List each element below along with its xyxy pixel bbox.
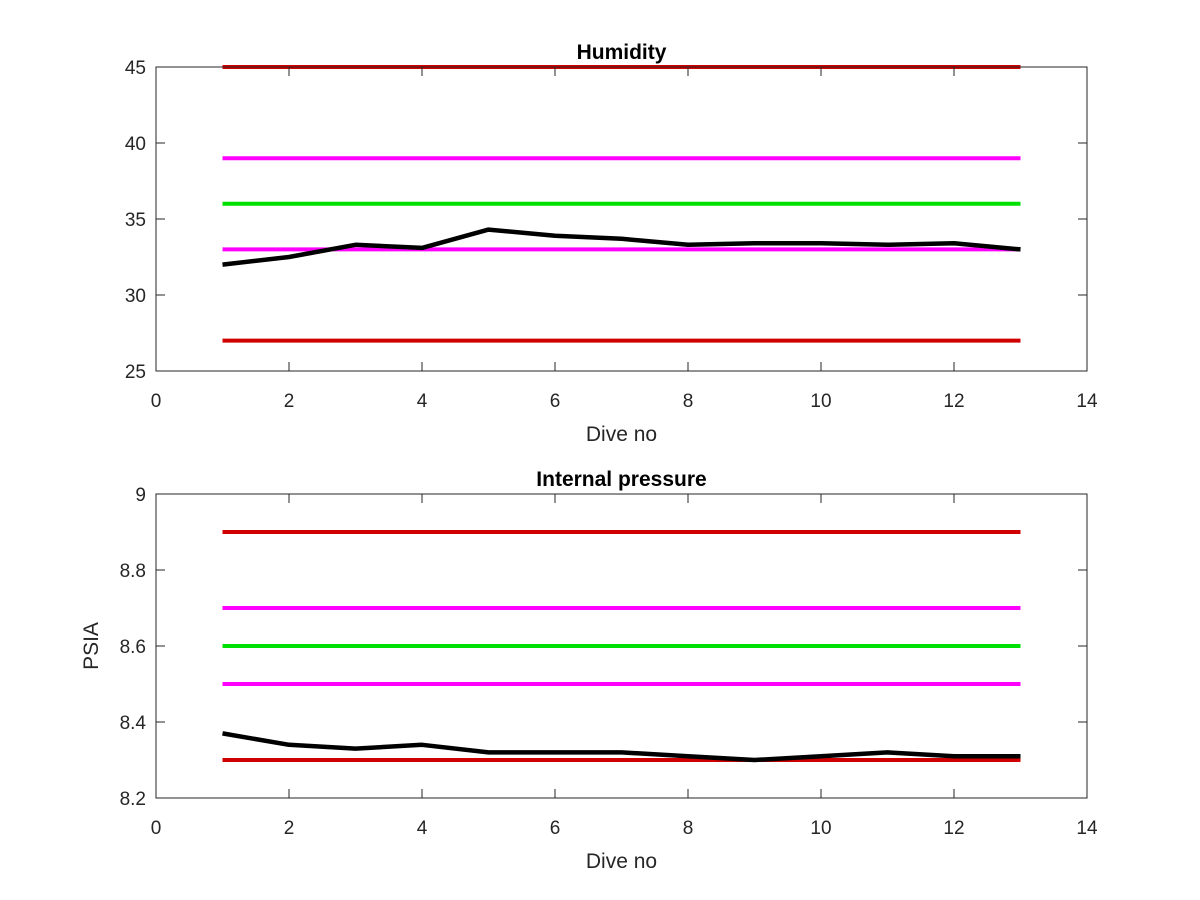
internal-pressure-y-tick-label: 9 <box>135 485 146 506</box>
humidity-chart: 0 2 4 6 8 10 12 14 25 30 35 40 45 Humidity Dive no <box>125 41 1098 446</box>
internal-pressure-y-tick-label: 8.8 <box>120 561 146 582</box>
humidity-y-tick-label: 30 <box>125 286 146 307</box>
internal-pressure-x-axis-label: Dive no <box>586 850 657 873</box>
internal-pressure-y-axis-label: PSIA <box>80 622 103 670</box>
internal-pressure-x-tick-label: 0 <box>151 818 162 839</box>
internal-pressure-x-tick-label: 6 <box>550 818 561 839</box>
humidity-x-ticks: 0 2 4 6 8 10 12 14 <box>151 67 1098 412</box>
humidity-x-tick-label: 4 <box>417 391 428 412</box>
humidity-x-tick-label: 10 <box>810 391 831 412</box>
internal-pressure-y-tick-label: 8.2 <box>120 789 146 810</box>
internal-pressure-y-tick-label: 8.6 <box>120 637 146 658</box>
humidity-chart-title: Humidity <box>577 41 667 64</box>
humidity-y-tick-label: 40 <box>125 134 146 155</box>
internal-pressure-x-tick-label: 12 <box>943 818 964 839</box>
humidity-y-tick-label: 35 <box>125 210 146 231</box>
humidity-data-line <box>222 227 1021 267</box>
internal-pressure-x-tick-label: 10 <box>810 818 831 839</box>
internal-pressure-x-tick-label: 8 <box>683 818 694 839</box>
humidity-x-tick-label: 12 <box>943 391 964 412</box>
humidity-y-ticks: 25 30 35 40 45 <box>125 58 1087 383</box>
internal-pressure-y-tick-label: 8.4 <box>120 713 147 734</box>
internal-pressure-x-tick-label: 2 <box>284 818 295 839</box>
internal-pressure-plot-marks <box>222 530 1021 763</box>
humidity-x-axis-label: Dive no <box>586 423 657 446</box>
internal-pressure-x-ticks: 0 2 4 6 8 10 12 14 <box>151 494 1098 839</box>
humidity-x-tick-label: 14 <box>1076 391 1098 412</box>
humidity-x-tick-label: 0 <box>151 391 162 412</box>
internal-pressure-chart: 0 2 4 6 8 10 12 14 8.2 8.4 8.6 8.8 9 Internal press… <box>80 468 1098 873</box>
humidity-x-tick-label: 2 <box>284 391 295 412</box>
humidity-y-tick-label: 45 <box>125 58 146 79</box>
humidity-x-tick-label: 8 <box>683 391 694 412</box>
humidity-x-tick-label: 6 <box>550 391 561 412</box>
internal-pressure-y-ticks: 8.2 8.4 8.6 8.8 9 <box>120 485 1087 810</box>
internal-pressure-x-tick-label: 14 <box>1076 818 1098 839</box>
humidity-y-tick-label: 25 <box>125 362 146 383</box>
internal-pressure-chart-title: Internal pressure <box>536 468 706 491</box>
internal-pressure-data-line <box>222 731 1021 763</box>
internal-pressure-x-tick-label: 4 <box>417 818 428 839</box>
